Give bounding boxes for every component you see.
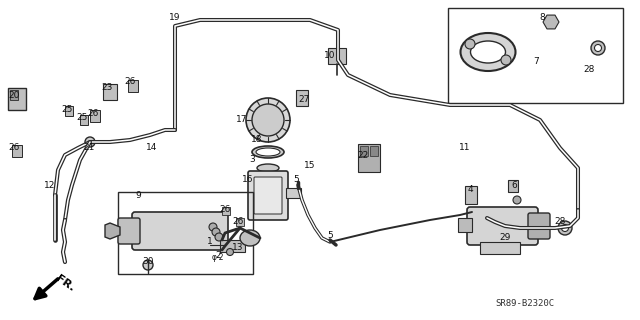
Bar: [80, 115, 88, 125]
Text: SR89-B2320C: SR89-B2320C: [495, 299, 554, 308]
Text: 12: 12: [44, 180, 56, 189]
Text: 19: 19: [169, 13, 180, 22]
Ellipse shape: [252, 146, 284, 158]
Text: 11: 11: [460, 143, 471, 153]
Bar: [360, 146, 368, 156]
Text: 17: 17: [236, 116, 248, 124]
Circle shape: [212, 228, 220, 236]
Bar: [90, 110, 100, 122]
Text: 25: 25: [76, 114, 88, 123]
Text: 14: 14: [147, 143, 157, 153]
Bar: [222, 207, 230, 215]
Circle shape: [513, 196, 521, 204]
Circle shape: [215, 233, 223, 241]
Circle shape: [545, 16, 557, 28]
Polygon shape: [105, 223, 120, 239]
Text: 28: 28: [554, 218, 566, 227]
Text: 5: 5: [327, 230, 333, 239]
Bar: [12, 145, 22, 157]
Text: 5: 5: [293, 175, 299, 185]
Circle shape: [143, 260, 153, 270]
Text: 26: 26: [87, 108, 99, 117]
Text: 25: 25: [61, 106, 73, 115]
Text: 2: 2: [215, 252, 221, 260]
Text: 26: 26: [124, 77, 136, 86]
Text: 15: 15: [304, 161, 316, 170]
Circle shape: [595, 44, 602, 52]
Ellipse shape: [256, 148, 280, 156]
Bar: [370, 146, 378, 156]
Text: 16: 16: [243, 175, 253, 185]
Text: 21: 21: [83, 143, 95, 153]
Circle shape: [252, 104, 284, 136]
Bar: [296, 90, 308, 106]
Text: 26: 26: [8, 143, 20, 153]
Ellipse shape: [257, 164, 279, 172]
Circle shape: [558, 221, 572, 235]
Bar: [480, 242, 520, 254]
Ellipse shape: [461, 33, 515, 71]
Text: 1: 1: [207, 237, 213, 246]
Text: 20: 20: [8, 91, 20, 100]
Bar: [65, 106, 73, 116]
Circle shape: [227, 249, 234, 255]
FancyBboxPatch shape: [118, 218, 140, 244]
Text: 27: 27: [298, 95, 310, 105]
FancyBboxPatch shape: [467, 207, 538, 245]
Circle shape: [501, 55, 511, 65]
Text: 10: 10: [324, 51, 336, 60]
Text: 26: 26: [232, 218, 244, 227]
Text: 9: 9: [135, 190, 141, 199]
Bar: [103, 84, 117, 100]
Circle shape: [591, 41, 605, 55]
Bar: [8, 88, 26, 110]
Circle shape: [561, 225, 568, 231]
FancyBboxPatch shape: [528, 213, 550, 239]
Bar: [220, 240, 245, 252]
Circle shape: [209, 223, 217, 231]
Ellipse shape: [470, 41, 506, 63]
Text: 3: 3: [249, 156, 255, 164]
Text: 18: 18: [252, 135, 263, 145]
Text: 23: 23: [101, 84, 113, 92]
Bar: [328, 48, 346, 64]
Bar: [286, 188, 301, 198]
Bar: [448, 8, 623, 103]
Text: φ-2: φ-2: [212, 253, 224, 262]
Circle shape: [85, 137, 95, 147]
Text: 30: 30: [142, 258, 154, 267]
Bar: [465, 186, 477, 204]
Bar: [358, 144, 380, 172]
FancyBboxPatch shape: [254, 177, 282, 214]
FancyBboxPatch shape: [132, 212, 228, 250]
Text: 29: 29: [499, 234, 511, 243]
Text: 22: 22: [357, 150, 369, 159]
Bar: [508, 180, 518, 192]
Circle shape: [465, 39, 475, 49]
Bar: [10, 90, 18, 100]
Text: 6: 6: [511, 180, 517, 189]
Text: 4: 4: [467, 186, 473, 195]
Bar: [128, 80, 138, 92]
Bar: [458, 218, 472, 232]
Circle shape: [246, 98, 290, 142]
Ellipse shape: [240, 230, 260, 246]
Text: FR.: FR.: [54, 273, 77, 293]
Text: 28: 28: [583, 66, 595, 75]
Bar: [236, 218, 244, 226]
Text: 8: 8: [539, 13, 545, 22]
Text: 13: 13: [232, 244, 244, 252]
Text: 7: 7: [533, 58, 539, 67]
Text: 26: 26: [220, 205, 230, 214]
Polygon shape: [543, 15, 559, 29]
Bar: [118, 192, 253, 274]
FancyBboxPatch shape: [248, 171, 288, 220]
